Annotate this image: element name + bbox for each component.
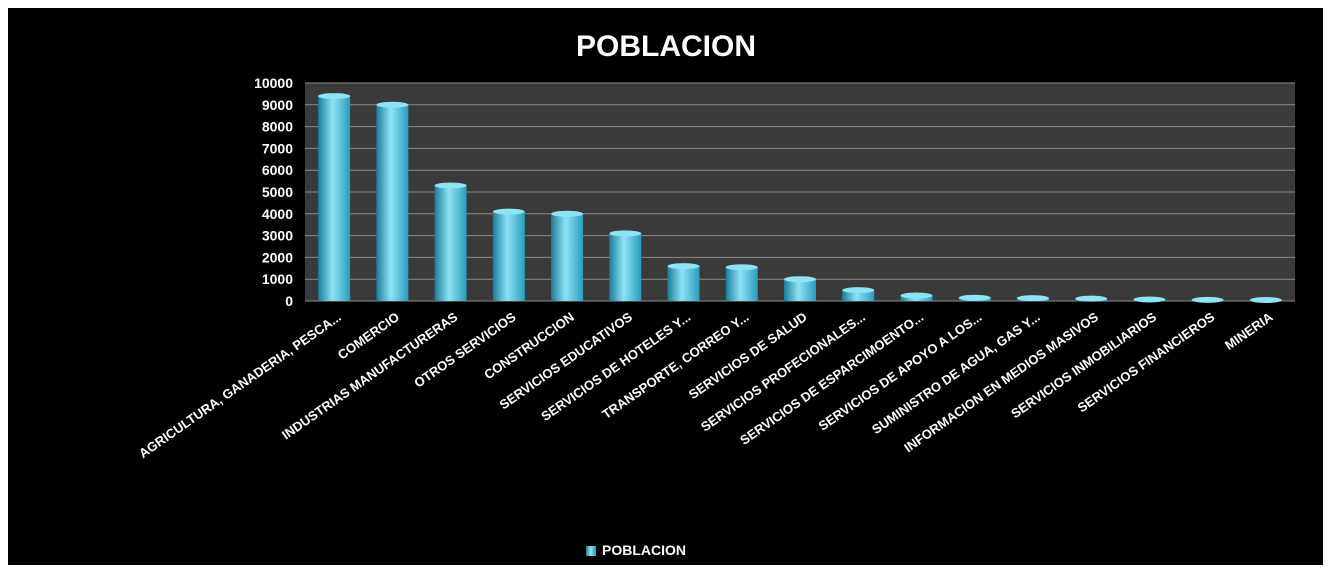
bar-cap [900,292,933,299]
y-tick-label: 0 [285,293,293,309]
y-tick-label: 6000 [262,162,293,178]
bar-cap [318,93,351,100]
bar-cap [1133,296,1166,303]
bar-cap [1016,295,1049,302]
y-tick-label: 5000 [262,184,293,200]
bar-cap [725,264,758,271]
bar [434,185,467,301]
bar [551,213,584,301]
chart-frame: POBLACION 0 1000 2000 3000 4000 5000 6000 7000 8… [8,8,1323,565]
bar [376,104,409,301]
bar-cap [1191,296,1224,303]
chart-title: POBLACION [576,30,756,63]
bar-chart: POBLACION 0 1000 2000 3000 4000 5000 6000 7000 8… [136,30,1295,558]
bar-cap [784,276,816,283]
y-tick-label: 7000 [262,140,293,156]
bar-cap [1075,295,1108,302]
bar-cap [609,230,642,237]
legend-label: POBLACION [602,542,686,558]
bar-cap [958,294,991,301]
bar-cap [842,287,875,294]
x-tick-label: OTROS SERVICIOS [411,309,518,391]
bars [318,93,1282,303]
legend: POBLACION [586,542,686,558]
bar [318,96,351,301]
x-tick-label: AGRICULTURA, GANADERIA, PESCA... [136,309,344,461]
bar [725,267,758,301]
y-tick-label: 3000 [262,228,293,244]
bar [842,290,875,301]
y-tick-label: 8000 [262,119,293,135]
y-tick-label: 2000 [262,249,293,265]
legend-swatch [586,546,596,556]
y-tick-label: 1000 [262,271,293,287]
y-tick-label: 4000 [262,206,293,222]
bar [667,266,700,301]
y-tick-label: 10000 [254,75,293,91]
bar [609,233,642,301]
y-tick-label: 9000 [262,97,293,113]
bar-cap [667,263,700,270]
x-tick-label: MINERIA [1222,309,1276,353]
bar-cap [551,210,584,217]
x-axis: AGRICULTURA, GANADERIA, PESCA...COMERCIO… [136,309,1276,461]
bar-cap [492,208,525,215]
bar-cap [434,182,467,189]
bar-cap [1249,297,1282,303]
bar [492,211,525,301]
y-axis: 0 1000 2000 3000 4000 5000 6000 7000 8000 9000 100… [254,75,293,309]
bar [784,279,816,301]
bar-cap [376,101,409,108]
